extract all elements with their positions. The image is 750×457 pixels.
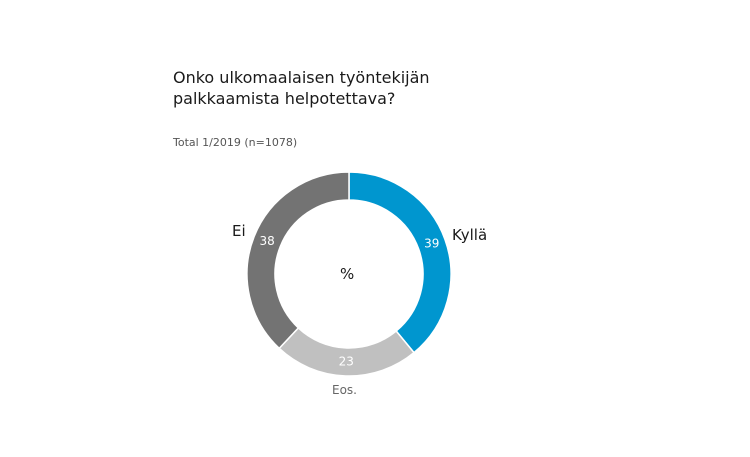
value-label-0: 39 (424, 237, 439, 251)
center-percent-label: % (340, 265, 355, 283)
slice-label-eos: Eos. (332, 383, 357, 397)
slice-ei (246, 171, 350, 350)
chart-subtitle: Total 1/2019 (n=1078) (173, 136, 298, 149)
value-label-1: 23 (339, 354, 354, 368)
value-label-2: 38 (260, 234, 275, 248)
slice-eos (278, 326, 416, 377)
slice-label-kylla: Kyllä (452, 226, 488, 244)
slice-label-ei: Ei (232, 222, 246, 240)
slice-kyll (348, 171, 452, 354)
chart-title: Onko ulkomaalaisen työntekijän palkkaami… (173, 68, 430, 108)
